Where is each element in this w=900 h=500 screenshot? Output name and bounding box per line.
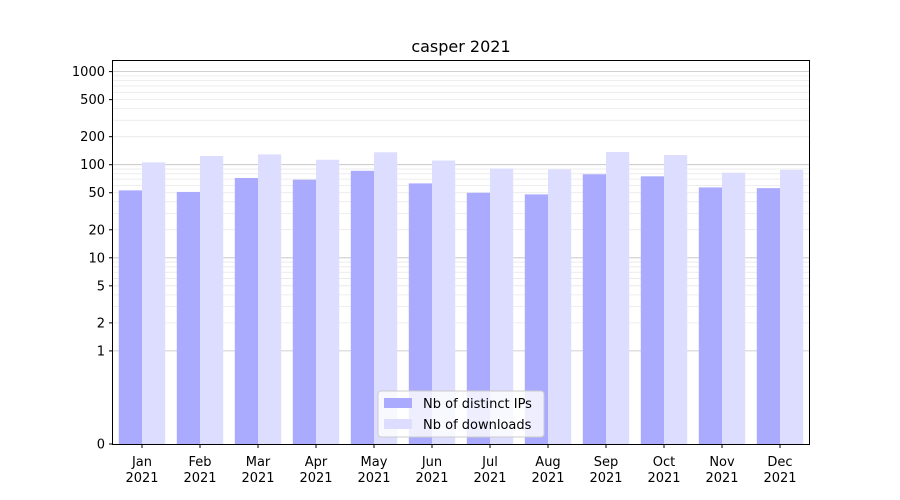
x-tick-label-month: May bbox=[361, 455, 388, 470]
x-tick-label-month: Jan bbox=[131, 455, 152, 470]
x-tick-label-year: 2021 bbox=[705, 471, 738, 486]
x-tick-label-month: Aug bbox=[535, 455, 560, 470]
bar-downloads bbox=[606, 151, 630, 444]
y-tick-label: 0 bbox=[97, 438, 105, 453]
bar-distinct-ips bbox=[756, 188, 780, 444]
bar-downloads bbox=[432, 160, 456, 444]
y-tick-label: 1 bbox=[97, 344, 105, 359]
y-tick-label: 500 bbox=[80, 93, 105, 108]
y-tick-label: 200 bbox=[80, 130, 105, 145]
x-tick-label-month: Jul bbox=[481, 455, 498, 470]
x-tick-label-month: Jun bbox=[421, 455, 442, 470]
bar-downloads bbox=[490, 168, 514, 444]
bar-distinct-ips bbox=[640, 176, 664, 445]
x-tick-label-year: 2021 bbox=[763, 471, 796, 486]
bar-downloads bbox=[200, 156, 224, 444]
bar-distinct-ips bbox=[118, 190, 142, 444]
bar-distinct-ips bbox=[292, 179, 316, 445]
grid-lines bbox=[113, 71, 809, 352]
bar-distinct-ips bbox=[466, 192, 490, 444]
y-tick-label: 2 bbox=[97, 316, 105, 331]
x-tick-label-year: 2021 bbox=[241, 471, 274, 486]
bar-downloads bbox=[780, 169, 804, 444]
bar-distinct-ips bbox=[234, 177, 258, 445]
x-tick-label-month: Sep bbox=[594, 455, 619, 470]
x-tick-label-year: 2021 bbox=[299, 471, 332, 486]
y-tick-label: 10 bbox=[88, 251, 105, 266]
x-tick-label-year: 2021 bbox=[473, 471, 506, 486]
x-tick-label-month: Oct bbox=[653, 455, 675, 470]
bar-distinct-ips bbox=[350, 170, 374, 444]
bar-downloads bbox=[722, 172, 746, 445]
legend: Nb of distinct IPs Nb of downloads bbox=[377, 390, 545, 438]
legend-label-downloads: Nb of downloads bbox=[423, 418, 532, 433]
legend-swatch-distinct-ips bbox=[384, 398, 412, 408]
bar-distinct-ips bbox=[176, 191, 200, 444]
y-tick-label: 100 bbox=[80, 158, 105, 173]
bar-distinct-ips bbox=[408, 183, 432, 445]
bar-downloads bbox=[664, 155, 688, 445]
x-tick-label-year: 2021 bbox=[357, 471, 390, 486]
x-tick-label-year: 2021 bbox=[531, 471, 564, 486]
x-tick-label-month: Feb bbox=[188, 455, 211, 470]
x-tick-label-year: 2021 bbox=[183, 471, 216, 486]
x-tick-label-month: Nov bbox=[709, 455, 735, 470]
x-tick-label-year: 2021 bbox=[125, 471, 158, 486]
y-axis: 0 1 2 5 10 20 50 100 200 500 1000 bbox=[72, 65, 113, 453]
bar-downloads bbox=[548, 169, 572, 445]
x-tick-label-year: 2021 bbox=[589, 471, 622, 486]
chart-title: casper 2021 bbox=[411, 37, 510, 56]
x-tick-label-month: Apr bbox=[305, 455, 328, 470]
bar-distinct-ips bbox=[524, 194, 548, 444]
y-tick-label: 1000 bbox=[72, 65, 105, 80]
x-tick-label-year: 2021 bbox=[647, 471, 680, 486]
legend-frame bbox=[377, 390, 545, 438]
x-axis: Jan2021Feb2021Mar2021Apr2021May2021Jun20… bbox=[125, 444, 797, 486]
bar-downloads bbox=[258, 154, 282, 444]
bar-distinct-ips bbox=[582, 174, 606, 445]
y-tick-label: 50 bbox=[88, 186, 105, 201]
bar-downloads bbox=[374, 152, 398, 444]
x-tick-label-month: Dec bbox=[767, 455, 792, 470]
bar-downloads bbox=[316, 159, 340, 444]
legend-swatch-downloads bbox=[384, 419, 412, 429]
bar-downloads bbox=[142, 162, 166, 444]
bar-distinct-ips bbox=[698, 187, 722, 445]
y-tick-label: 20 bbox=[88, 223, 105, 238]
y-tick-label: 5 bbox=[97, 279, 105, 294]
plot-frame bbox=[112, 60, 810, 445]
bars bbox=[118, 151, 804, 445]
legend-label-distinct-ips: Nb of distinct IPs bbox=[423, 397, 532, 412]
x-tick-label-year: 2021 bbox=[415, 471, 448, 486]
x-tick-label-month: Mar bbox=[246, 455, 271, 470]
